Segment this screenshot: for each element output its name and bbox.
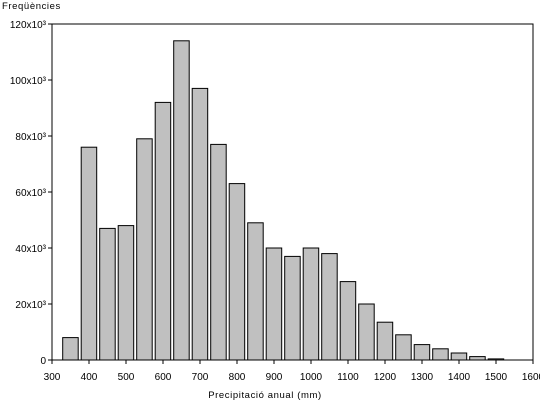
x-tick-label: 300 bbox=[44, 372, 61, 383]
x-tick-label: 1500 bbox=[485, 372, 508, 383]
histogram-bar bbox=[136, 138, 153, 361]
y-tick-label: 0 bbox=[40, 356, 46, 367]
y-tick-label: 120x10³ bbox=[10, 20, 47, 31]
y-tick-label: 100x10³ bbox=[10, 76, 47, 87]
histogram-bar bbox=[450, 352, 468, 361]
histogram-bar bbox=[284, 255, 301, 361]
y-axis: 0 20x10³ 40x10³ 60x10³ 80x10³ 100x10³ 120x10³ bbox=[10, 20, 52, 367]
y-tick-label: 20x10³ bbox=[15, 300, 46, 311]
histogram-bar bbox=[228, 183, 246, 361]
histogram-bar bbox=[80, 146, 98, 361]
histogram-bar bbox=[413, 344, 431, 361]
histogram-bar bbox=[358, 303, 375, 361]
x-tick-label: 500 bbox=[118, 372, 135, 383]
x-tick-label: 1000 bbox=[300, 372, 323, 383]
x-tick-label: 400 bbox=[81, 372, 98, 383]
x-axis-title: Precipitació anual (mm) bbox=[208, 390, 322, 400]
x-axis: 300 400 500 600 700 800 900 1000 1100 1200 1300 140… bbox=[44, 360, 540, 383]
histogram-bar bbox=[117, 225, 135, 361]
histogram-bar bbox=[487, 358, 505, 361]
histogram-bar bbox=[154, 101, 172, 361]
x-tick-label: 1600 bbox=[522, 372, 540, 383]
x-tick-label: 1200 bbox=[374, 372, 397, 383]
y-tick-label: 80x10³ bbox=[15, 132, 46, 143]
histogram-bar bbox=[62, 337, 79, 361]
histogram-bar bbox=[469, 356, 486, 361]
x-tick-label: 600 bbox=[155, 372, 172, 383]
x-tick-label: 800 bbox=[229, 372, 246, 383]
histogram-bar bbox=[432, 348, 449, 361]
y-axis-title: Freqüències bbox=[2, 1, 61, 12]
histogram-bar bbox=[210, 143, 227, 361]
histogram-bar bbox=[395, 334, 412, 361]
histogram-bar bbox=[376, 321, 394, 361]
bars-group bbox=[62, 40, 505, 361]
histogram-bar bbox=[265, 247, 283, 361]
x-tick-label: 1300 bbox=[411, 372, 434, 383]
histogram-bar bbox=[173, 40, 190, 361]
histogram-bar bbox=[99, 227, 116, 361]
x-tick-label: 700 bbox=[192, 372, 209, 383]
histogram-bar bbox=[247, 222, 264, 361]
y-tick-label: 40x10³ bbox=[15, 244, 46, 255]
histogram-bar bbox=[302, 247, 320, 361]
histogram-bar bbox=[191, 87, 209, 361]
x-tick-label: 1100 bbox=[337, 372, 359, 383]
x-tick-label: 1400 bbox=[448, 372, 471, 383]
x-tick-label: 900 bbox=[266, 372, 283, 383]
y-tick-label: 60x10³ bbox=[15, 188, 46, 199]
histogram-bar bbox=[339, 281, 357, 361]
histogram-bar bbox=[321, 253, 338, 361]
